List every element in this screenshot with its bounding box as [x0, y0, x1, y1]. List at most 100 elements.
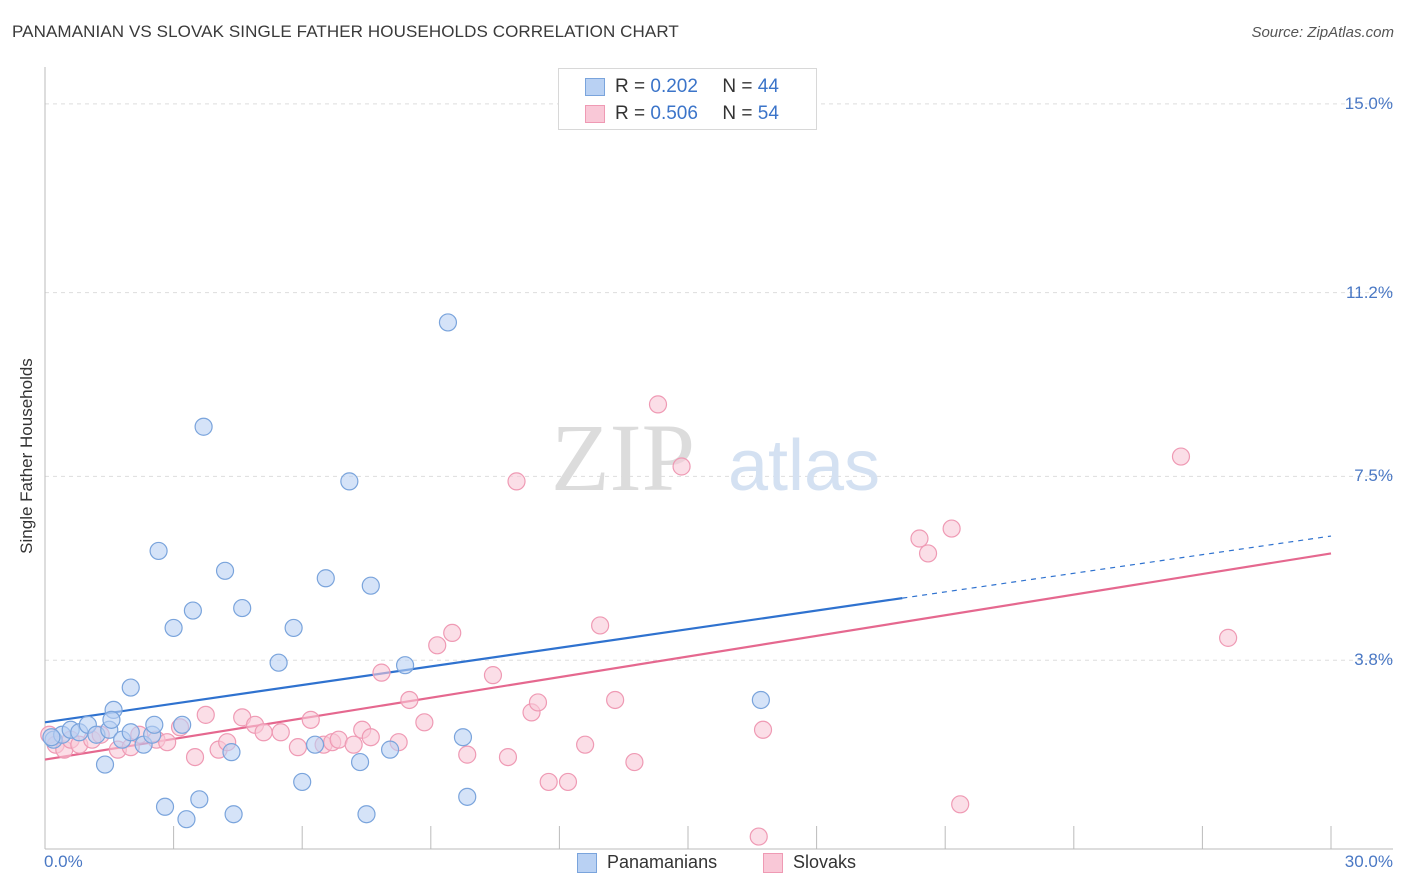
panamanians-point [121, 723, 140, 742]
slovaks-point [1171, 447, 1191, 466]
watermark: ZIP atlas [551, 404, 880, 511]
slovaks-point [271, 723, 290, 742]
stats-legend: R = 0.202 N = 44 R = 0.506 N = 54 [558, 68, 817, 130]
panamanians-point [293, 772, 312, 792]
panamanians-point [305, 735, 325, 754]
slovaks-point [185, 747, 205, 767]
bottom-legend-swatch-slovaks [763, 852, 783, 873]
slovaks-point [951, 795, 970, 814]
panamanians-point [173, 715, 192, 734]
panamanians-point [453, 728, 473, 747]
panamanians-points [42, 313, 770, 829]
legend-n-value: 44 [757, 76, 779, 97]
bottom-legend-slovaks[interactable]: Slovaks [763, 852, 856, 873]
legend-swatch-panamanians [585, 78, 605, 96]
slovaks-point [918, 544, 938, 563]
panamanians-point [395, 656, 415, 675]
y-tick-label: 15.0% [1344, 93, 1393, 113]
trend-lines [44, 535, 1332, 761]
panamanians-point [361, 576, 380, 595]
legend-r-value: 0.506 [650, 103, 698, 124]
panamanians-point [438, 313, 458, 332]
panamanians-point [380, 740, 400, 759]
x-tick-label-max: 30.0% [1344, 852, 1393, 871]
bottom-legend-label-slovaks: Slovaks [793, 852, 857, 872]
bottom-legend-label-panamanians: Panamanians [607, 852, 718, 872]
slovaks-point [753, 720, 773, 739]
bottom-legend-swatch-panamanians [577, 852, 597, 873]
panamanians-point [222, 743, 241, 762]
panamanians-point [42, 728, 61, 747]
legend-n-label: N = [722, 103, 753, 124]
slovaks-point [498, 747, 518, 767]
panamanians-point [458, 787, 477, 806]
slovaks-point [576, 735, 595, 754]
panamanians-point [190, 790, 209, 809]
panamanians-point [121, 678, 140, 697]
bottom-legend-panamanians[interactable]: Panamanians [577, 852, 717, 873]
panamanians-point [164, 618, 183, 638]
slovaks-point [288, 738, 308, 757]
slovaks-point [1219, 628, 1238, 647]
panamanians-point [145, 715, 164, 734]
slovaks-point [910, 529, 929, 548]
slovaks-point [672, 457, 691, 476]
legend-row-slovaks: R = 0.506 N = 54 [585, 103, 779, 125]
panamanians-point [155, 797, 175, 816]
y-axis-label: Single Father Households [17, 358, 36, 554]
slovaks-point [254, 723, 273, 742]
legend-r-label: R = [615, 103, 646, 124]
slovaks-point [749, 827, 768, 846]
slovaks-point [528, 693, 548, 712]
panamanians-point [95, 755, 115, 774]
slovaks-point [458, 745, 477, 764]
panamanians-point [350, 752, 370, 772]
slovaks-point [539, 772, 558, 792]
trend-line-dashed [902, 535, 1332, 599]
source-label: Source: ZipAtlas.com [1251, 24, 1394, 41]
x-tick-label-min: 0.0% [44, 852, 83, 871]
slovaks-point [558, 772, 578, 792]
panamanians-point [357, 805, 376, 824]
slovaks-point [507, 472, 526, 491]
panamanians-point [177, 810, 196, 829]
y-tick-label: 7.5% [1354, 466, 1393, 486]
watermark-atlas: atlas [728, 426, 880, 506]
legend-row-panamanians: R = 0.202 N = 44 [585, 76, 779, 98]
trend-line-solid [44, 552, 1332, 761]
panamanians-point [102, 710, 121, 729]
panamanians-point [316, 569, 335, 588]
panamanians-point [215, 561, 235, 580]
y-tick-label: 11.2% [1346, 282, 1393, 302]
panamanians-point [183, 601, 202, 620]
slovaks-point [400, 690, 419, 710]
slovaks-point [443, 623, 462, 643]
trend-line-solid [44, 597, 903, 724]
panamanians-point [149, 541, 168, 561]
axes [44, 67, 1393, 850]
slovaks-point [329, 730, 348, 749]
panamanians-point [284, 618, 303, 638]
slovaks-point [625, 752, 644, 772]
slovaks-point [344, 735, 363, 754]
legend-swatch-slovaks [585, 105, 605, 123]
legend-n-label: N = [722, 76, 753, 97]
panamanians-point [269, 653, 288, 672]
panamanians-point [340, 472, 359, 491]
slovaks-point [591, 616, 610, 635]
slovaks-point [361, 728, 380, 747]
y-tick-label: 3.8% [1354, 650, 1393, 670]
legend-r-value: 0.202 [650, 76, 698, 97]
slovaks-point [415, 713, 434, 732]
slovaks-point [372, 663, 391, 682]
panamanians-point [233, 598, 252, 618]
legend-r-label: R = [615, 76, 646, 97]
chart-title: PANAMANIAN VS SLOVAK SINGLE FATHER HOUSE… [12, 22, 679, 41]
slovaks-point [301, 710, 320, 729]
panamanians-point [751, 690, 770, 710]
slovaks-point [648, 395, 668, 414]
legend-n-value: 54 [757, 103, 779, 124]
slovaks-point [428, 636, 447, 655]
slovaks-point [942, 519, 961, 538]
